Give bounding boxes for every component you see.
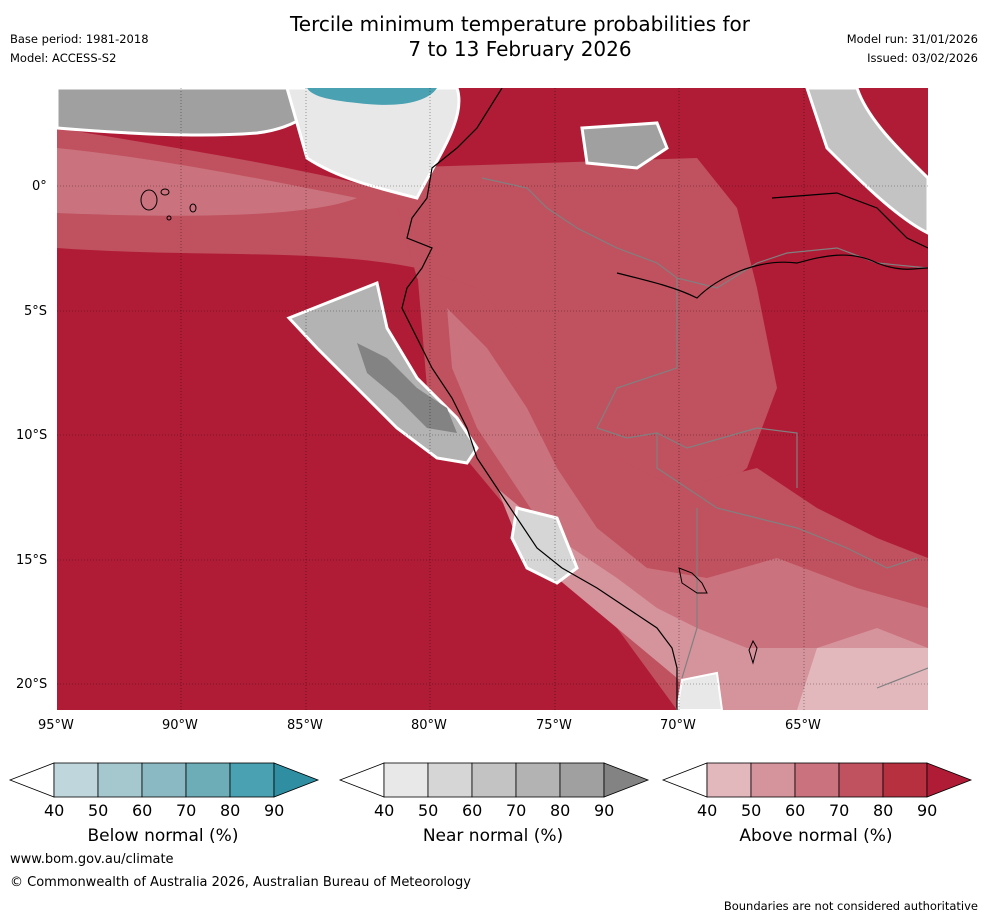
colorbar-1-segment-5: [559, 762, 605, 798]
lon-label-85w: 85°W: [287, 718, 323, 733]
border-chile: [681, 508, 698, 679]
colorbar-0-tick-40: 40: [44, 801, 65, 820]
colorbar-1-tick-50: 50: [418, 801, 439, 820]
region-above-70-north: [57, 148, 357, 216]
colorbar-2-tick-60: 60: [785, 801, 806, 820]
colorbar-0-segment-4: [185, 762, 231, 798]
colorbars: [8, 762, 973, 798]
colorbar-0-tick-80: 80: [220, 801, 241, 820]
colorbar-1-tick-70: 70: [506, 801, 527, 820]
lon-label-65w: 65°W: [785, 718, 821, 733]
colorbar-above-normal: [661, 762, 973, 798]
lake-titicaca: [678, 567, 708, 594]
coastline: [401, 88, 678, 710]
colorbar-0-tick-90: 90: [264, 801, 285, 820]
title-line-2: 7 to 13 February 2026: [408, 37, 632, 61]
copyright-text: © Commonwealth of Australia 2026, Austra…: [10, 875, 471, 890]
colorbar-1-tick-90: 90: [594, 801, 615, 820]
title-line-1: Tercile minimum temperature probabilitie…: [289, 12, 751, 36]
region-near-northeast: [805, 88, 928, 235]
colorbar-2-segment-4: [838, 762, 884, 798]
disclaimer-text: Boundaries are not considered authoritat…: [723, 899, 978, 913]
galapagos-islands: [140, 188, 197, 221]
colorbar-0-tick-50: 50: [88, 801, 109, 820]
lat-label-0: 0°: [32, 179, 47, 194]
river: [616, 254, 928, 299]
border-interior: [596, 278, 918, 569]
lon-label-90w: 90°W: [162, 718, 198, 733]
region-above-80-interior: [387, 158, 777, 508]
issued-text: Issued: 03/02/2026: [867, 51, 978, 65]
region-near-south-coast: [510, 506, 579, 585]
colorbar-1-high-extension: [603, 762, 650, 798]
legend-label-above-normal: Above normal (%): [739, 826, 893, 846]
region-above-50-southeast: [797, 648, 928, 710]
border-south: [876, 667, 928, 689]
base-period-text: Base period: 1981-2018: [10, 32, 149, 46]
colorbar-2-high-extension: [926, 762, 973, 798]
colorbar-1-segment-4: [515, 762, 561, 798]
lon-label-70w: 70°W: [660, 718, 696, 733]
colorbar-2-segment-1: [706, 762, 752, 798]
lake-poopo: [748, 639, 758, 665]
region-near-south: [675, 671, 724, 710]
colorbar-2-low-extension: [661, 762, 708, 798]
model-text: Model: ACCESS-S2: [10, 51, 117, 65]
colorbar-0-segment-1: [53, 762, 99, 798]
region-above-70-south: [447, 308, 928, 710]
model-run-text: Model run: 31/01/2026: [846, 32, 978, 46]
region-below-north: [307, 88, 437, 105]
colorbar-2-tick-90: 90: [917, 801, 938, 820]
map-title: Tercile minimum temperature probabilitie…: [0, 12, 988, 62]
border-bolivia: [656, 427, 798, 488]
colorbar-0-low-extension: [8, 762, 55, 798]
colorbar-2-tick-70: 70: [829, 801, 850, 820]
colorbar-2-tick-40: 40: [697, 801, 718, 820]
legend-label-near-normal: Near normal (%): [422, 826, 564, 846]
colorbar-near-normal: [338, 762, 650, 798]
lon-label-80w: 80°W: [411, 718, 447, 733]
lon-label-95w: 95°W: [38, 718, 74, 733]
lat-label-10s: 10°S: [16, 428, 48, 443]
legend-label-below-normal: Below normal (%): [87, 826, 239, 846]
colorbar-1-segment-3: [471, 762, 517, 798]
colorbar-2-segment-2: [750, 762, 796, 798]
colorbar-2-segment-3: [794, 762, 840, 798]
graticule: [57, 88, 928, 710]
lat-label-5s: 5°S: [24, 304, 48, 319]
colorbar-1-segment-2: [427, 762, 473, 798]
lat-label-20s: 20°S: [16, 677, 48, 692]
river-north: [771, 192, 928, 249]
colorbar-2-tick-50: 50: [741, 801, 762, 820]
colorbar-1-low-extension: [338, 762, 385, 798]
colorbar-1-segment-1: [383, 762, 429, 798]
colorbar-0-high-extension: [273, 762, 320, 798]
region-near-north: [285, 88, 461, 200]
probability-map: [57, 88, 928, 710]
colorbar-0-tick-70: 70: [176, 801, 197, 820]
colorbar-0-segment-5: [229, 762, 275, 798]
colorbar-1-tick-40: 40: [374, 801, 395, 820]
website-text: www.bom.gov.au/climate: [10, 852, 174, 867]
region-near-northwest: [57, 88, 315, 137]
lon-label-75w: 75°W: [536, 718, 572, 733]
colorbar-2-tick-80: 80: [873, 801, 894, 820]
region-near-north-interior: [580, 121, 669, 170]
colorbar-0-segment-2: [97, 762, 143, 798]
colorbar-1-tick-80: 80: [550, 801, 571, 820]
colorbar-1-tick-60: 60: [462, 801, 483, 820]
region-near-90-coast: [357, 343, 457, 433]
lat-label-15s: 15°S: [16, 553, 48, 568]
colorbar-0-segment-3: [141, 762, 187, 798]
colorbar-below-normal: [8, 762, 320, 798]
colorbar-2-segment-5: [882, 762, 928, 798]
colorbar-0-tick-60: 60: [132, 801, 153, 820]
